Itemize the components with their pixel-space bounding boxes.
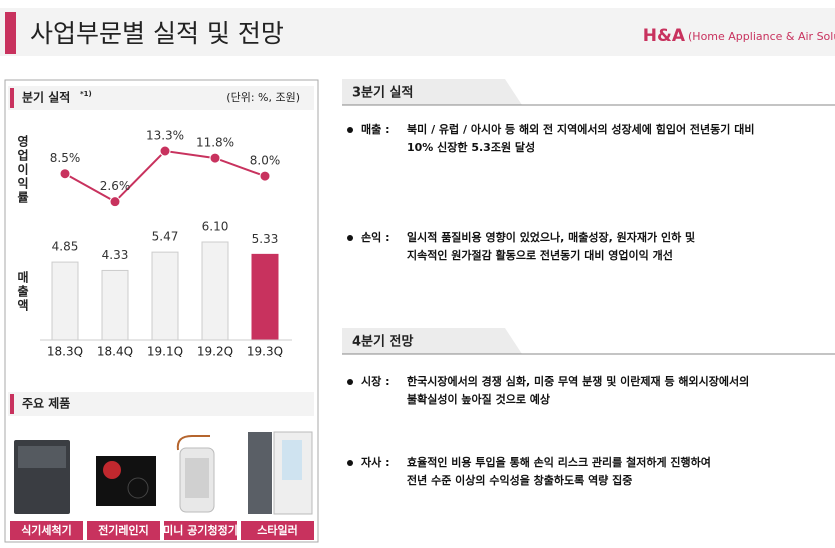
point — [59, 168, 71, 180]
item-label: 시장 : — [361, 374, 389, 388]
point — [259, 170, 271, 182]
data-label: 13.3% — [146, 129, 184, 143]
point — [159, 145, 171, 157]
bar — [251, 253, 279, 341]
item-text: 지속적인 원가절감 활동으로 전년동기 대비 영업이익 개선 — [407, 248, 673, 262]
bar — [51, 261, 79, 341]
panel-title: 분기 실적 — [22, 90, 70, 105]
item-text: 전년 수준 이상의 수익성을 창출하도록 역량 집중 — [407, 473, 632, 487]
point — [109, 196, 121, 208]
bullet — [347, 127, 353, 133]
bullet — [347, 460, 353, 466]
x-tick-label: 18.3Q — [47, 345, 83, 359]
bullet — [347, 379, 353, 385]
data-label: 5.47 — [152, 230, 179, 244]
section-tab — [342, 328, 522, 354]
data-label: 4.33 — [102, 248, 129, 262]
product-label-bg — [241, 521, 314, 540]
data-label: 5.33 — [252, 232, 279, 246]
x-tick-label: 19.2Q — [197, 345, 233, 359]
product-label: 미니 공기청정기 — [163, 523, 238, 537]
item-text: 한국시장에서의 경쟁 심화, 미중 무역 분쟁 및 이란제재 등 해외시장에서의 — [407, 374, 749, 388]
x-tick-label: 19.3Q — [247, 345, 283, 359]
product-images — [14, 431, 313, 515]
item-label: 자사 : — [361, 455, 389, 469]
product-label: 식기세척기 — [21, 523, 72, 537]
item-text: 불확실성이 높아질 것으로 예상 — [407, 392, 550, 406]
products-header — [8, 392, 314, 416]
product-label-bg — [87, 521, 160, 540]
header-bg — [0, 8, 835, 56]
axis-label: 매출액 — [16, 270, 30, 313]
line — [64, 149, 266, 203]
panel-accent — [10, 88, 14, 108]
product-label: 전기레인지 — [98, 523, 149, 537]
item-text: 10% 신장한 5.3조원 달성 — [407, 140, 535, 154]
section-title: 3분기 실적 — [352, 85, 413, 101]
x-tick-label: 19.1Q — [147, 345, 183, 359]
item-text: 북미 / 유럽 / 아시아 등 해외 전 지역에서의 성장세에 힘입어 전년동기… — [407, 122, 754, 136]
data-label: 8.5% — [50, 151, 81, 165]
x-tick-label: 18.4Q — [97, 345, 133, 359]
bar — [201, 241, 229, 341]
panel-unit: (단위: %, 조원) — [226, 91, 300, 104]
bar — [151, 251, 179, 341]
product-label: 스타일러 — [257, 523, 297, 537]
product-label-bg — [164, 521, 237, 540]
data-label: 4.85 — [52, 240, 79, 254]
products-accent — [10, 394, 14, 414]
data-label: 8.0% — [250, 154, 281, 168]
point — [209, 152, 221, 164]
panel-header — [8, 86, 314, 110]
section-tab — [342, 79, 522, 105]
data-label: 11.8% — [196, 136, 234, 150]
item-label: 손익 : — [361, 231, 389, 244]
item-label: 매출 : — [361, 122, 389, 136]
section-title: 4분기 전망 — [352, 334, 413, 350]
data-label: 2.6% — [100, 179, 131, 193]
slide-title: 사업부문별 실적 및 전망 — [30, 19, 284, 48]
item-text: 일시적 품질비용 영향이 있었으나, 매출성장, 원자재가 인하 및 — [407, 230, 695, 244]
data-label: 6.10 — [202, 220, 229, 234]
brand: H&A — [643, 26, 686, 46]
panel-note: *1) — [80, 90, 92, 98]
axis-label: 영업이익률 — [16, 134, 30, 205]
products-title: 주요 제품 — [22, 397, 70, 411]
item-text: 효율적인 비용 투입을 통해 손익 리스크 관리를 철저하게 진행하여 — [407, 455, 711, 469]
product-label-bg — [10, 521, 83, 540]
panel-border — [4, 79, 319, 543]
bullet — [347, 235, 353, 241]
brand-sub: (Home Appliance & Air Solution) — [688, 30, 835, 43]
header-accent — [5, 12, 16, 54]
bar — [101, 269, 129, 341]
